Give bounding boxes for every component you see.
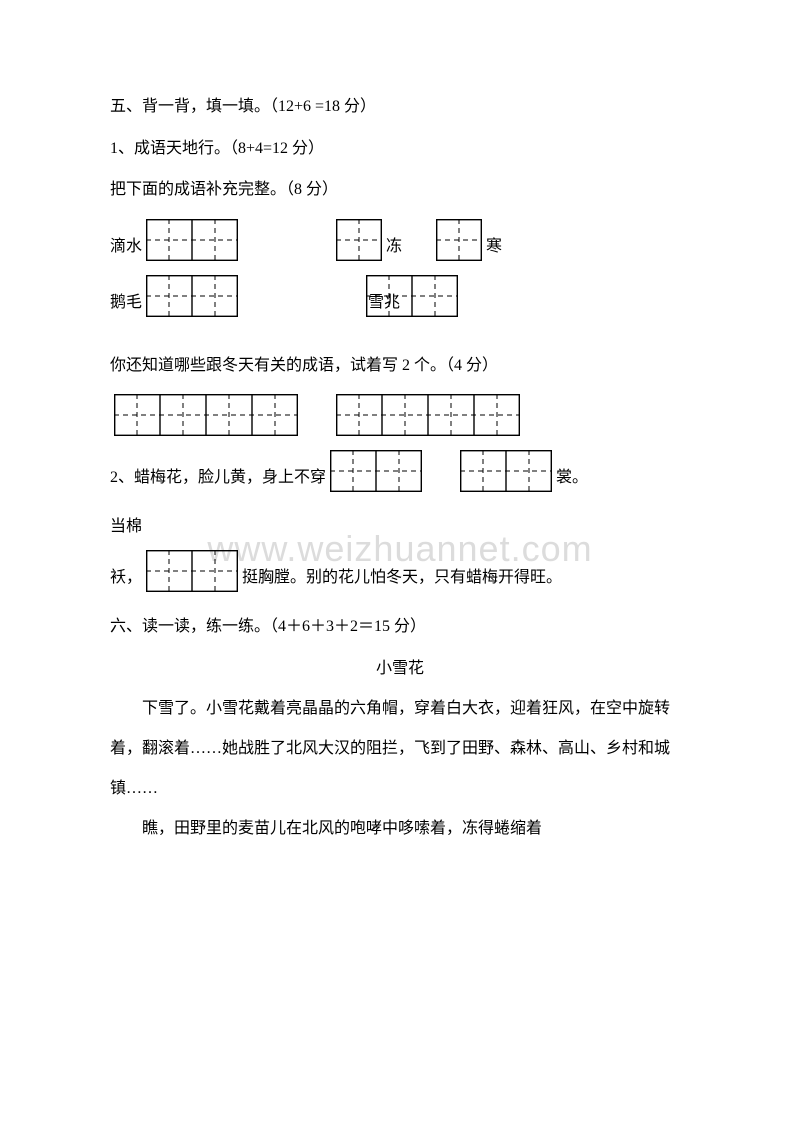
q6-p2: 瞧，田野里的麦苗儿在北风的咆哮中哆嗦着，冻得蜷缩着	[110, 809, 690, 849]
writing-box	[330, 450, 422, 492]
writing-box	[460, 450, 552, 492]
label-xuezhao: 雪兆	[368, 295, 400, 317]
writing-box	[336, 394, 520, 436]
q5-sub2-line3: 袄， 挺胸膛。别的花儿怕冬天，只有蜡梅开得旺。	[110, 550, 690, 592]
writing-box	[336, 219, 382, 261]
label-lameihua: 2、蜡梅花，脸儿黄，身上不穿	[110, 470, 326, 492]
writing-box	[146, 219, 238, 261]
label-dong: 冻	[386, 239, 402, 261]
label-shang: 裳。	[556, 470, 588, 492]
writing-box	[436, 219, 482, 261]
q5-heading: 五、背一背，填一填。（12+6 =18 分）	[110, 86, 690, 128]
idiom-row-1: 滴水 冻 寒	[110, 219, 690, 261]
q6-heading: 六、读一读，练一练。（4＋6＋3＋2＝15 分）	[110, 606, 690, 648]
writing-box	[114, 394, 298, 436]
q5-sub2-line2: 当棉	[110, 506, 690, 548]
q6-p1: 下雪了。小雪花戴着亮晶晶的六角帽，穿着白大衣，迎着狂风，在空中旋转着，翻滚着………	[110, 689, 690, 809]
q5-sub2-line1: 2、蜡梅花，脸儿黄，身上不穿 裳。	[110, 450, 690, 492]
label-han: 寒	[486, 239, 502, 261]
q5-sub1-q2: 你还知道哪些跟冬天有关的成语，试着写 2 个。（4 分）	[110, 345, 690, 387]
idiom-blank-row	[110, 394, 690, 436]
label-dishui: 滴水	[110, 239, 142, 261]
label-tail: 挺胸膛。别的花儿怕冬天，只有蜡梅开得旺。	[242, 570, 562, 592]
page-content: 五、背一背，填一填。（12+6 =18 分） 1、成语天地行。（8+4=12 分…	[0, 0, 800, 909]
q5-sub1-head: 1、成语天地行。（8+4=12 分）	[110, 128, 690, 170]
q6-title: 小雪花	[110, 648, 690, 690]
label-emao: 鹅毛	[110, 295, 142, 317]
idiom-row-2: 鹅毛 雪兆	[110, 275, 690, 317]
writing-box	[146, 550, 238, 592]
q5-sub1-instr: 把下面的成语补充完整。（8 分）	[110, 169, 690, 211]
label-ao: 袄，	[110, 570, 142, 592]
writing-box	[146, 275, 238, 317]
